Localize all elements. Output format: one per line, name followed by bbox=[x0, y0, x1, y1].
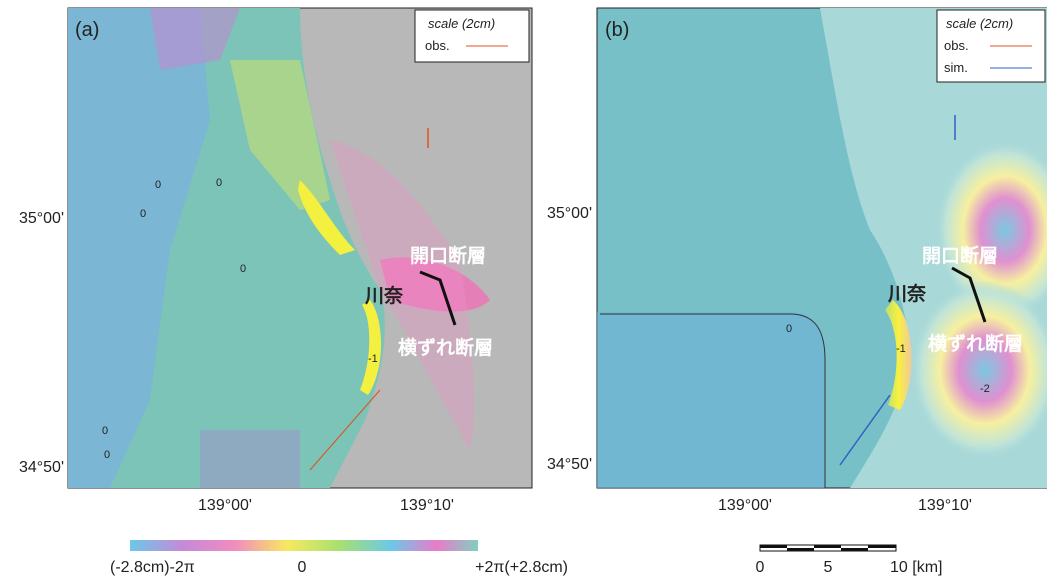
contour-label: -1 bbox=[368, 353, 378, 365]
colorbar-label: 0 bbox=[298, 559, 307, 576]
figure: (a) scale (2cm) obs. 開口断層 川奈 横ずれ断層 0 0 0… bbox=[0, 0, 1047, 580]
scalebar-label: 5 bbox=[824, 559, 833, 576]
colorbar: (-2.8cm)-2π 0 +2π(+2.8cm) bbox=[110, 540, 568, 576]
annotation: 開口断層 bbox=[922, 244, 998, 267]
lon-tick-label: 139°00' bbox=[718, 497, 772, 514]
scalebar-label: 10 [km] bbox=[890, 559, 942, 576]
panel-a: (a) scale (2cm) obs. 開口断層 川奈 横ずれ断層 0 0 0… bbox=[19, 8, 532, 514]
scalebar-segment bbox=[814, 545, 841, 548]
annotation: 川奈 bbox=[887, 282, 927, 305]
panel-label: (b) bbox=[605, 19, 629, 41]
blue-area bbox=[597, 312, 825, 488]
lon-tick-label: 139°10' bbox=[400, 497, 454, 514]
annotation: 横ずれ断層 bbox=[398, 336, 493, 359]
lat-tick-label: 34°50' bbox=[547, 456, 592, 473]
scalebar-segment bbox=[841, 548, 868, 551]
scalebar-segment bbox=[868, 545, 896, 548]
legend-title: scale (2cm) bbox=[428, 16, 495, 31]
contour-label: 0 bbox=[104, 449, 110, 461]
panel-b: (b) scale (2cm) obs. sim. 開口断層 川奈 横ずれ断層 … bbox=[547, 8, 1047, 514]
colorbar-label: (-2.8cm)-2π bbox=[110, 559, 195, 576]
lon-tick-label: 139°10' bbox=[918, 497, 972, 514]
contour-label: 0 bbox=[102, 425, 108, 437]
legend-title: scale (2cm) bbox=[946, 16, 1013, 31]
speckle bbox=[200, 430, 300, 488]
annotation: 開口断層 bbox=[410, 244, 486, 267]
contour-label: 0 bbox=[240, 263, 246, 275]
legend-item: obs. bbox=[425, 38, 450, 53]
lat-tick-label: 35°00' bbox=[547, 205, 592, 222]
contour-label: 0 bbox=[216, 177, 222, 189]
annotation: 川奈 bbox=[364, 284, 404, 307]
legend-item: sim. bbox=[944, 60, 968, 75]
contour-label: 0 bbox=[155, 179, 161, 191]
scalebar: 0 5 10 [km] bbox=[756, 545, 943, 576]
legend-item: obs. bbox=[944, 38, 969, 53]
contour-label: -2 bbox=[980, 383, 990, 395]
lon-tick-label: 139°00' bbox=[198, 497, 252, 514]
scalebar-label: 0 bbox=[756, 559, 765, 576]
contour-label: 0 bbox=[140, 208, 146, 220]
colorbar-label: +2π(+2.8cm) bbox=[475, 559, 568, 576]
scalebar-segment bbox=[787, 548, 814, 551]
colorbar-gradient bbox=[130, 540, 478, 551]
lat-tick-label: 34°50' bbox=[19, 459, 64, 476]
annotation: 横ずれ断層 bbox=[928, 332, 1023, 355]
contour-label: -1 bbox=[896, 343, 906, 355]
panel-label: (a) bbox=[75, 19, 99, 41]
contour-label: 0 bbox=[786, 323, 792, 335]
lat-tick-label: 35°00' bbox=[19, 210, 64, 227]
scalebar-segment bbox=[760, 545, 787, 548]
